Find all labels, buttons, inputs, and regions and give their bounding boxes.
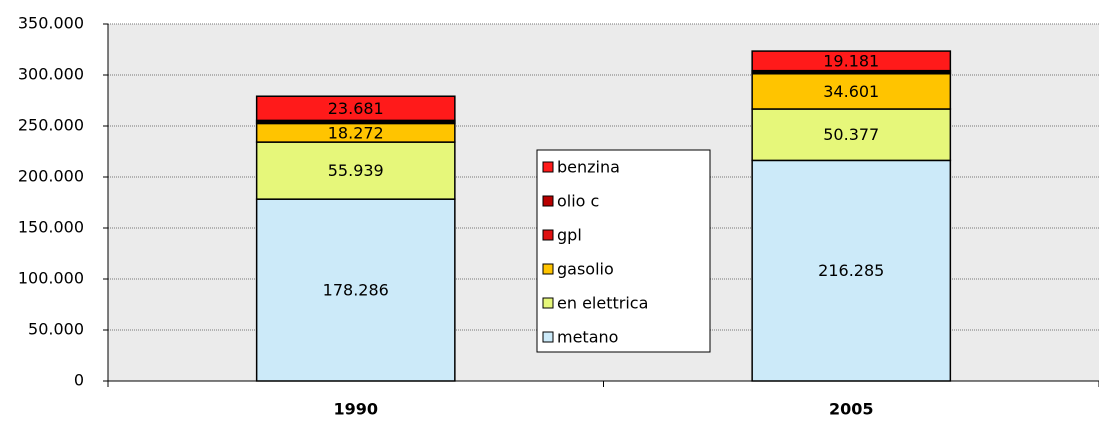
y-tick-label: 350.000 xyxy=(18,14,84,33)
data-label: 50.377 xyxy=(823,125,879,144)
data-label: 19.181 xyxy=(823,51,879,70)
legend-swatch xyxy=(542,331,554,343)
data-label: 34.601 xyxy=(823,82,879,101)
legend-swatch xyxy=(542,195,554,207)
y-tick-label: 50.000 xyxy=(28,320,84,339)
legend-swatch xyxy=(542,161,554,173)
y-tick-label: 0 xyxy=(74,371,84,390)
bar-segment xyxy=(255,95,456,122)
legend-swatch xyxy=(542,297,554,309)
y-tick-label: 150.000 xyxy=(18,218,84,237)
y-tick-label: 100.000 xyxy=(18,269,84,288)
legend-label: benzina xyxy=(557,158,620,177)
data-label: 23.681 xyxy=(328,99,384,118)
bar-segment xyxy=(255,141,456,200)
bar-segment xyxy=(751,108,952,162)
legend-label: en elettrica xyxy=(557,294,648,313)
data-label: 216.285 xyxy=(818,261,884,280)
legend-label: gpl xyxy=(557,226,582,245)
y-tick-label: 200.000 xyxy=(18,167,84,186)
legend-swatch xyxy=(542,263,554,275)
legend-label: gasolio xyxy=(557,260,614,279)
bar-segment xyxy=(751,50,952,72)
legend-label: metano xyxy=(557,328,618,347)
bar-segment xyxy=(751,159,952,382)
data-label: 178.286 xyxy=(323,281,389,300)
data-label: 55.939 xyxy=(328,161,384,180)
x-tick-label: 1990 xyxy=(333,400,378,419)
bar-segment xyxy=(255,198,456,382)
x-tick-label: 2005 xyxy=(829,400,874,419)
legend xyxy=(536,149,711,353)
legend-label: olio c xyxy=(557,192,599,211)
legend-swatch xyxy=(542,229,554,241)
y-tick-label: 300.000 xyxy=(18,65,84,84)
data-label: 18.272 xyxy=(328,123,384,142)
y-tick-label: 250.000 xyxy=(18,116,84,135)
